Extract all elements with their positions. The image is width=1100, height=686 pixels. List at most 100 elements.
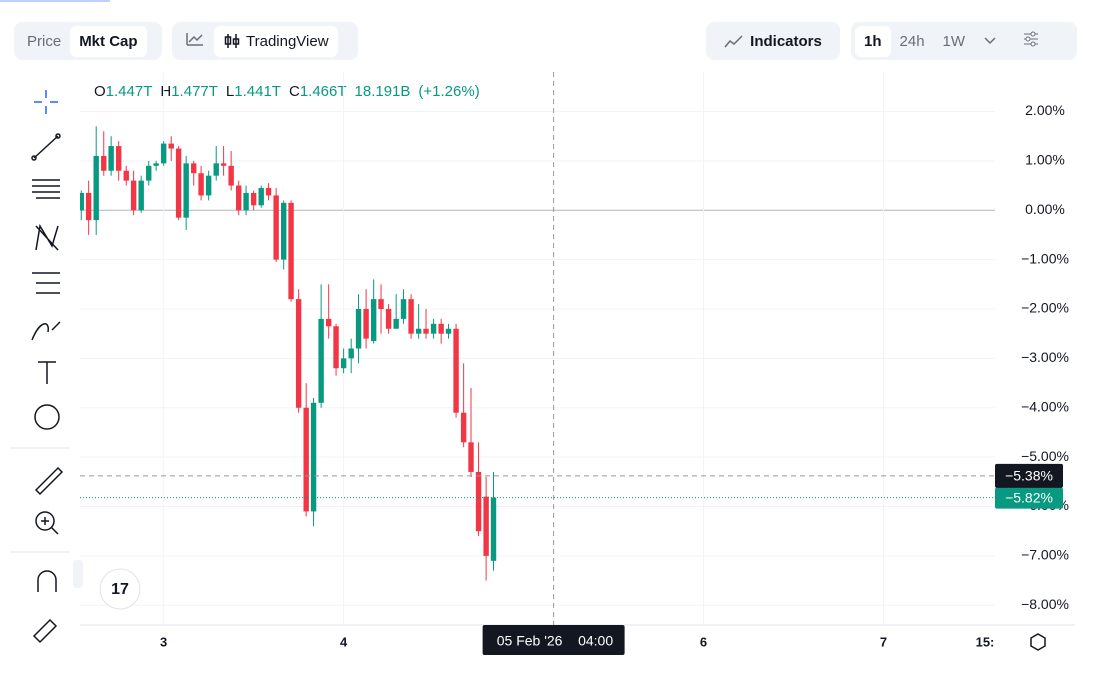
y-tick-label: −1.00%: [1021, 250, 1069, 266]
legend-item: O1.447T: [94, 83, 152, 100]
candle-body: [468, 442, 474, 472]
fib-tool[interactable]: [32, 179, 60, 199]
candle-body: [370, 299, 377, 342]
mode-button[interactable]: Mkt Cap: [70, 25, 147, 57]
candle-body: [490, 497, 497, 561]
legend-value: 1.447T: [105, 83, 153, 100]
candle-body: [430, 323, 437, 334]
candle-body: [175, 148, 182, 218]
axis-settings[interactable]: [1030, 633, 1046, 651]
crosshair-time: 04:00: [578, 633, 613, 649]
legend-volume: 18.191B: [354, 83, 411, 100]
style-label: TradingView: [246, 32, 329, 50]
candle-body: [400, 299, 407, 319]
candles: [80, 126, 497, 581]
style-group: TradingView: [172, 22, 358, 60]
toolbar-divider: [10, 447, 70, 553]
legend-item: C1.466T: [289, 83, 347, 100]
axes: 2.00% 1.00% 0.00% −1.00% −2.00% −3.00% −4.00% −…: [80, 72, 1075, 655]
candle-body: [93, 155, 99, 221]
candle-body: [160, 143, 167, 164]
crosshair-tool[interactable]: [34, 90, 58, 114]
crosshair-x-box: [482, 625, 625, 655]
candle-body: [220, 163, 227, 166]
candle-body: [385, 309, 392, 329]
y-tick-label: −8.00%: [1021, 596, 1069, 612]
candle-body: [130, 180, 137, 211]
x-tick-label: 6: [700, 634, 707, 649]
indicators-label: Indicators: [750, 32, 822, 50]
candle-body: [303, 407, 309, 512]
candle-body: [415, 328, 422, 334]
candle-body: [483, 496, 489, 556]
settings-button[interactable]: [1014, 24, 1048, 58]
trendline-tool[interactable]: [33, 135, 59, 159]
emoji-tool[interactable]: [34, 404, 60, 430]
lock-tool[interactable]: [32, 618, 58, 644]
candle-body: [355, 309, 362, 349]
interval-button[interactable]: 1W: [942, 32, 966, 50]
magnet-tool[interactable]: [37, 570, 57, 592]
interval-button[interactable]: 1h: [855, 25, 891, 57]
x-tick-label: 4: [340, 634, 348, 649]
legend-value: 1.441T: [234, 83, 281, 100]
crosshair-y-label: −5.38%: [1005, 468, 1053, 484]
brush-tool[interactable]: [31, 321, 61, 341]
legend-item: H1.477T: [160, 83, 218, 100]
candle-body: [250, 192, 257, 206]
y-tick-label: −5.00%: [1021, 448, 1069, 464]
last-price-box: [995, 487, 1063, 509]
top-accent: [0, 0, 110, 2]
interval-group: 1h 24h 1W: [851, 22, 1077, 60]
candle-body: [348, 348, 354, 359]
legend-value: 1.466T: [299, 83, 347, 100]
mode-button[interactable]: Price: [27, 32, 62, 50]
candle-body: [243, 192, 249, 211]
candle-body: [146, 165, 152, 181]
candle-body: [288, 202, 294, 300]
candle-body: [183, 163, 189, 218]
candle-body: [325, 318, 332, 327]
candle-body: [258, 188, 264, 206]
candle-body: [475, 471, 482, 532]
candle-body: [213, 163, 219, 176]
legend-key: C: [288, 83, 300, 100]
x-tick-label: 7: [880, 634, 887, 649]
text-tool[interactable]: [38, 361, 56, 384]
zoom-tool[interactable]: [35, 511, 55, 531]
y-tick-label: −7.00%: [1021, 547, 1069, 563]
candle-body: [423, 328, 429, 334]
candle-body: [85, 192, 92, 221]
candle-body: [340, 358, 347, 369]
candle-body: [198, 173, 204, 196]
candle-body: [108, 146, 114, 171]
candle-body: [310, 402, 317, 512]
interval-button[interactable]: 24h: [899, 32, 925, 50]
legend-item: L1.441T: [226, 83, 281, 100]
interval-dropdown[interactable]: [974, 26, 1006, 57]
candle-body: [205, 175, 212, 196]
pattern-tool[interactable]: [35, 223, 59, 251]
candle-body: [168, 143, 174, 149]
y-tick-label: 0.00%: [1025, 201, 1065, 217]
candle-body: [318, 318, 324, 403]
indicators-button[interactable]: Indicators: [706, 22, 840, 60]
candle-body: [333, 326, 339, 369]
candle-body: [236, 185, 242, 211]
projection-tool[interactable]: [32, 272, 60, 294]
candle-body: [153, 163, 159, 166]
mode-group: Price Mkt Cap: [14, 22, 162, 60]
legend-key: L: [225, 83, 235, 100]
candle-body: [265, 188, 272, 196]
legend-key: H: [160, 83, 172, 100]
candle-style-button[interactable]: TradingView: [214, 25, 338, 57]
legend-key: O: [94, 83, 106, 100]
ruler-tool[interactable]: [34, 466, 64, 496]
last-price-label: −5.82%: [1005, 489, 1053, 505]
tv-logo: [99, 568, 141, 610]
crosshair-y-box: [995, 463, 1063, 488]
candle-body: [438, 323, 444, 334]
line-style-button[interactable]: [176, 24, 214, 58]
